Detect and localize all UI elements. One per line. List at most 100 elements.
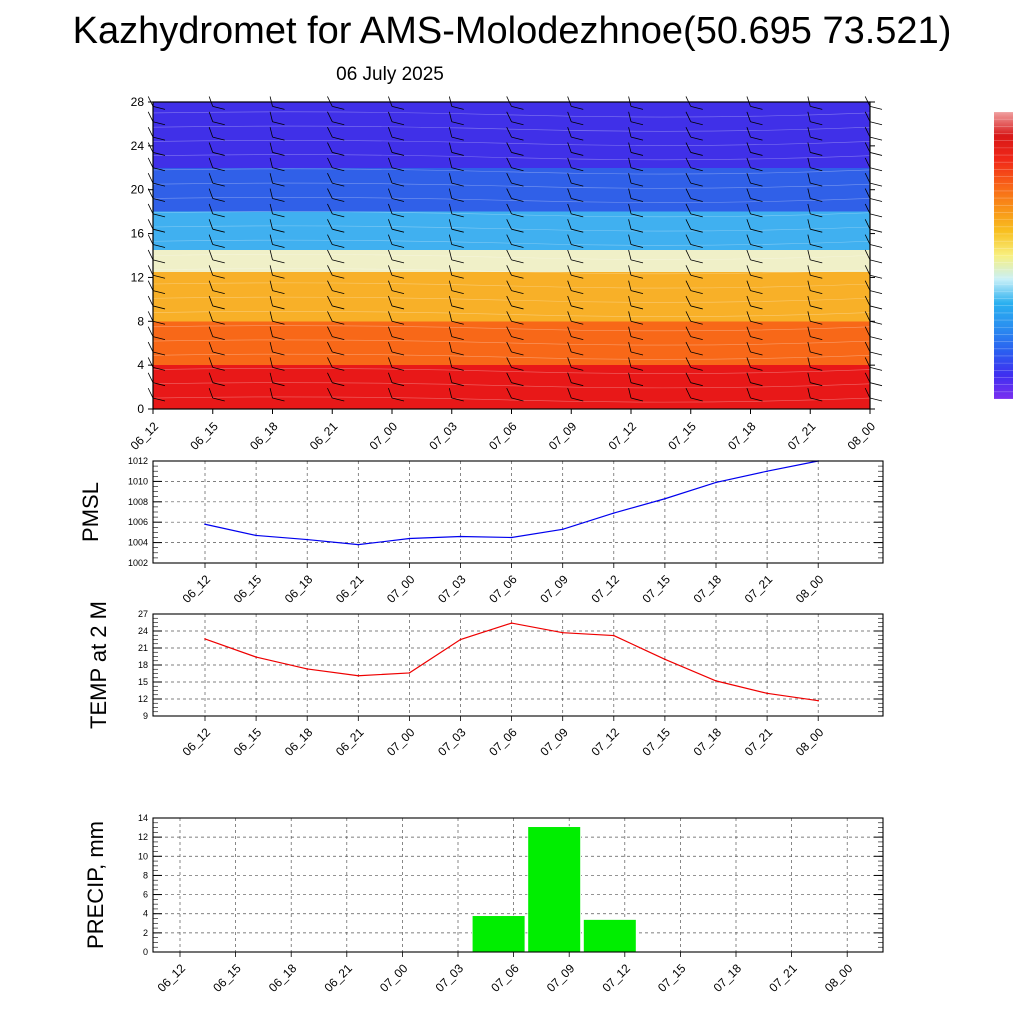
wind-barb xyxy=(208,357,214,368)
wind-barb xyxy=(451,274,464,279)
wind-barb xyxy=(269,249,273,260)
wind-barb xyxy=(451,382,464,387)
wind-barb xyxy=(567,357,572,368)
contour-line xyxy=(152,239,871,246)
wind-barb xyxy=(869,121,883,126)
wind-barb xyxy=(327,234,333,245)
wind-barb xyxy=(810,213,823,218)
wind-barb xyxy=(147,234,154,245)
x-tick-label: 07_12 xyxy=(588,725,622,759)
wind-barb xyxy=(630,182,644,187)
panel-frame xyxy=(152,460,884,564)
wind-barb xyxy=(685,142,692,153)
wind-barb xyxy=(807,341,811,353)
x-tick-label: 07_06 xyxy=(486,572,520,606)
wind-barb xyxy=(147,203,154,215)
panel-frame xyxy=(152,817,884,953)
wind-barb xyxy=(388,265,393,276)
wind-barb xyxy=(147,96,154,107)
wind-barb xyxy=(448,142,453,153)
wind-barb xyxy=(511,351,524,356)
wind-barb xyxy=(332,228,345,233)
wind-barb xyxy=(807,203,811,214)
wind-barb xyxy=(451,351,464,356)
wind-barb xyxy=(864,249,871,261)
contour-line xyxy=(152,296,871,303)
wind-barb xyxy=(571,351,584,356)
wind-barb xyxy=(327,265,333,276)
wind-barb xyxy=(571,397,584,402)
wind-barb xyxy=(448,157,453,168)
wind-barb xyxy=(269,173,273,184)
wind-barb xyxy=(327,372,333,383)
wind-barb xyxy=(810,382,823,387)
wind-barb xyxy=(451,121,464,126)
wind-barb xyxy=(152,305,166,310)
wind-barb xyxy=(628,280,632,291)
wind-barb xyxy=(567,234,572,245)
wind-barb xyxy=(685,326,692,337)
x-tick-label: 07_06 xyxy=(486,419,520,453)
contour-line xyxy=(152,382,871,389)
wind-barb xyxy=(506,188,512,199)
wind-barb xyxy=(750,167,763,172)
wind-barb xyxy=(685,234,692,245)
wind-barb xyxy=(807,280,811,291)
contour-line xyxy=(152,168,871,175)
contour-line xyxy=(152,353,871,360)
wind-barb xyxy=(571,336,584,341)
wind-barb xyxy=(212,305,225,310)
wind-barb xyxy=(628,265,632,276)
wind-barb xyxy=(807,249,811,260)
wind-barb xyxy=(147,265,154,276)
wind-barb xyxy=(327,387,333,399)
wind-barb xyxy=(685,372,692,383)
wind-barb xyxy=(269,388,273,399)
wind-barb xyxy=(332,213,345,218)
wind-barb xyxy=(750,105,763,110)
wind-barb xyxy=(391,136,405,141)
wind-barb xyxy=(810,228,823,233)
wind-barb xyxy=(272,351,285,356)
wind-barb xyxy=(152,397,166,402)
wind-barb xyxy=(332,182,345,187)
wind-barb xyxy=(869,152,883,156)
wind-barb xyxy=(332,105,345,110)
chart-date: 06 July 2025 xyxy=(336,64,444,85)
colorbar xyxy=(994,111,1013,400)
wind-barb xyxy=(152,182,166,187)
wind-barb xyxy=(750,305,763,310)
wind-barb xyxy=(511,121,524,126)
wind-barb xyxy=(630,320,644,325)
wind-barb xyxy=(630,167,644,172)
contour-line xyxy=(152,140,871,146)
wind-barb xyxy=(750,320,763,325)
wind-barb xyxy=(807,357,811,368)
x-tick-label: 06_15 xyxy=(187,419,221,453)
contour-line xyxy=(152,111,871,118)
wind-barb xyxy=(391,366,405,371)
wind-barb xyxy=(746,326,751,337)
wind-barb xyxy=(685,219,692,230)
wind-barb xyxy=(810,336,823,341)
wind-barb xyxy=(628,295,632,307)
wind-barb xyxy=(810,152,823,156)
wind-barb xyxy=(750,198,763,202)
wind-barb xyxy=(750,228,763,233)
wind-barb xyxy=(567,295,572,307)
heatmap-panel: 0 4 8 12 16 20 24 28 06_12 06_15 06_18 06_21 07_00 07… xyxy=(128,95,883,453)
y-tick-label: 27 xyxy=(138,609,148,619)
wind-barb xyxy=(571,167,584,172)
x-tick-label: 06_12 xyxy=(128,419,162,453)
wind-barb xyxy=(567,265,572,276)
y-tick-label: 1004 xyxy=(128,538,148,548)
wind-barb xyxy=(269,142,273,153)
data-point xyxy=(255,534,257,537)
wind-barb xyxy=(269,188,273,199)
wind-barb xyxy=(269,341,273,353)
y-tick-label: 12 xyxy=(131,270,145,284)
wind-barb xyxy=(746,173,751,184)
wind-barb xyxy=(628,388,632,399)
wind-barb xyxy=(685,127,692,138)
pmsl-panel: 1002 1004 1006 1008 1010 1012 06_12 06_15 06_18 0… xyxy=(78,456,884,606)
